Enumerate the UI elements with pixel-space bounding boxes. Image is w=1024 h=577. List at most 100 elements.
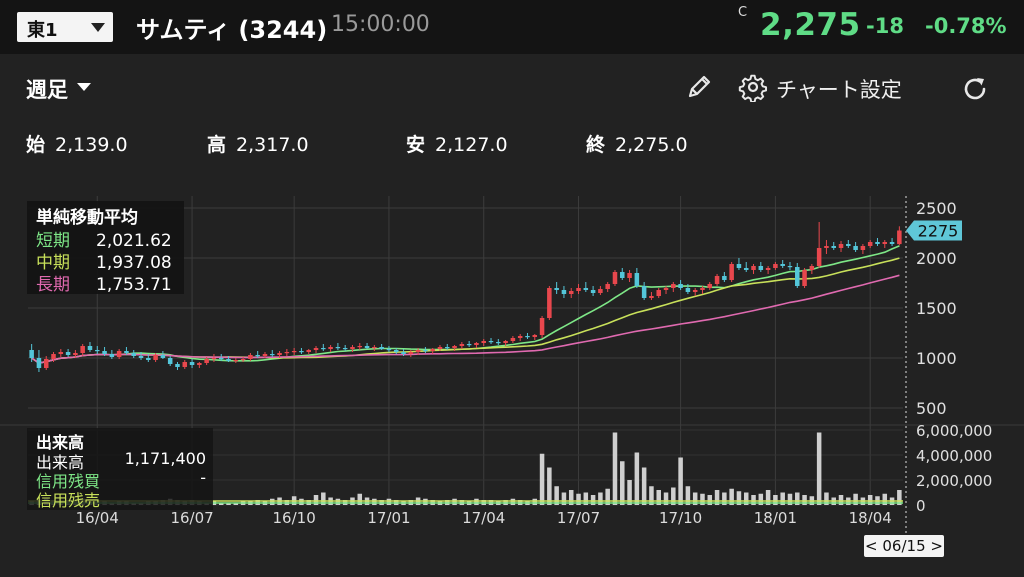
- volume-bar: [802, 495, 807, 505]
- candle-body: [867, 242, 873, 246]
- ohlc-low-label: 安: [406, 134, 426, 156]
- legend-short-term-name: 短期: [36, 231, 70, 251]
- candle-body: [692, 290, 698, 292]
- x-tick-label: 17/07: [557, 509, 600, 527]
- candle-body: [620, 272, 625, 278]
- market-select[interactable]: 東1: [17, 12, 113, 42]
- candle-body: [299, 351, 304, 353]
- candle-body: [816, 248, 822, 266]
- candle-body: [218, 358, 224, 360]
- x-tick-label: 18/01: [754, 509, 797, 527]
- volume-bar: [510, 498, 516, 505]
- volume-bar: [372, 498, 377, 505]
- candle-body: [831, 246, 836, 248]
- volume-bar: [714, 490, 720, 505]
- volume-bar: [627, 480, 632, 505]
- candle-body: [401, 352, 406, 354]
- candle-body: [146, 358, 151, 360]
- candle-body: [138, 356, 144, 358]
- period-select[interactable]: 週足: [26, 78, 68, 102]
- gear-icon[interactable]: [738, 72, 768, 102]
- refresh-icon[interactable]: [960, 74, 990, 104]
- candle-body: [116, 351, 122, 357]
- volume-bar: [321, 492, 326, 505]
- candle-body: [36, 358, 42, 368]
- volume-bar: [671, 487, 676, 505]
- candle-body: [634, 273, 640, 286]
- volume-legend-margin-buy-name: 信用残買: [36, 472, 101, 491]
- candle-body: [743, 268, 749, 270]
- candle-body: [787, 266, 793, 268]
- candle-body: [590, 290, 596, 293]
- ohlc-open: 始 2,139.0: [26, 130, 128, 157]
- candle-body: [663, 288, 669, 290]
- candle-body: [357, 346, 363, 348]
- candle-body: [153, 355, 158, 360]
- pencil-icon[interactable]: [684, 72, 714, 102]
- volume-bar: [576, 493, 581, 505]
- volume-bar: [787, 493, 793, 505]
- volume-bar: [583, 492, 589, 505]
- candle-body: [65, 352, 71, 355]
- ohlc-high-label: 高: [207, 134, 227, 156]
- x-tick-label: 16/04: [76, 509, 119, 527]
- volume-bar: [233, 502, 239, 505]
- candle-body: [488, 341, 494, 343]
- volume-bar: [656, 490, 661, 505]
- volume-bar: [751, 495, 756, 505]
- candle-body: [437, 347, 443, 349]
- candle-body: [583, 288, 589, 290]
- top-bar: 東1 サムティ (3244) 15:00:00 C 2,275 -18 -0.7…: [0, 0, 1024, 54]
- chart-settings-button[interactable]: チャート設定: [776, 78, 902, 102]
- current-price: 2,275: [760, 7, 861, 43]
- volume-tick-label: 0: [916, 497, 926, 515]
- candle-body: [525, 336, 530, 338]
- volume-bar: [773, 495, 778, 505]
- candle-body: [51, 354, 56, 359]
- candle-body: [291, 351, 297, 353]
- x-tick-label: 17/01: [367, 509, 410, 527]
- candle-body: [568, 291, 574, 294]
- volume-bar: [532, 498, 538, 505]
- legend-short-term-value: 2,021.62: [96, 231, 172, 251]
- volume-bar: [598, 492, 603, 505]
- candle-body: [197, 363, 202, 365]
- candle-body: [233, 360, 239, 362]
- volume-legend-volume-value: 1,171,400: [124, 449, 206, 468]
- x-tick-label: 17/10: [659, 509, 702, 527]
- candle-body: [167, 358, 173, 364]
- x-tick-label: 18/04: [849, 509, 892, 527]
- volume-bar: [867, 495, 873, 505]
- candle-body: [860, 246, 866, 250]
- candle-body: [532, 335, 538, 337]
- price-tick-label: 2500: [916, 199, 957, 218]
- volume-bar: [452, 498, 457, 505]
- candle-body: [656, 290, 661, 296]
- volume-bar: [838, 495, 844, 505]
- volume-bar: [649, 486, 654, 505]
- date-cursor-label[interactable]: < 06/15 >: [864, 535, 944, 557]
- volume-legend-margin-buy-value: -: [200, 468, 206, 487]
- candle-body: [554, 288, 559, 290]
- volume-bar: [736, 491, 742, 505]
- volume-legend-margin-sell-name: 信用残売: [36, 491, 101, 510]
- candle-body: [423, 350, 428, 352]
- candle-body: [714, 276, 720, 284]
- candle-body: [561, 290, 567, 294]
- ohlc-open-value: 2,139.0: [55, 134, 128, 156]
- volume-bar: [641, 467, 647, 505]
- volume-bar: [765, 490, 771, 505]
- candle-body: [342, 348, 348, 350]
- candle-body: [445, 347, 450, 349]
- candle-body: [102, 351, 107, 354]
- candle-body: [408, 352, 414, 354]
- candle-body: [80, 346, 85, 353]
- candle-body: [773, 264, 778, 268]
- candle-body: [765, 268, 771, 270]
- volume-tick-label: 6,000,000: [916, 422, 992, 440]
- candle-body: [124, 351, 129, 353]
- candle-body: [248, 355, 253, 359]
- chevron-down-icon[interactable]: [77, 83, 91, 91]
- market-select-label: 東1: [27, 20, 58, 41]
- x-tick-label: 16/07: [170, 509, 213, 527]
